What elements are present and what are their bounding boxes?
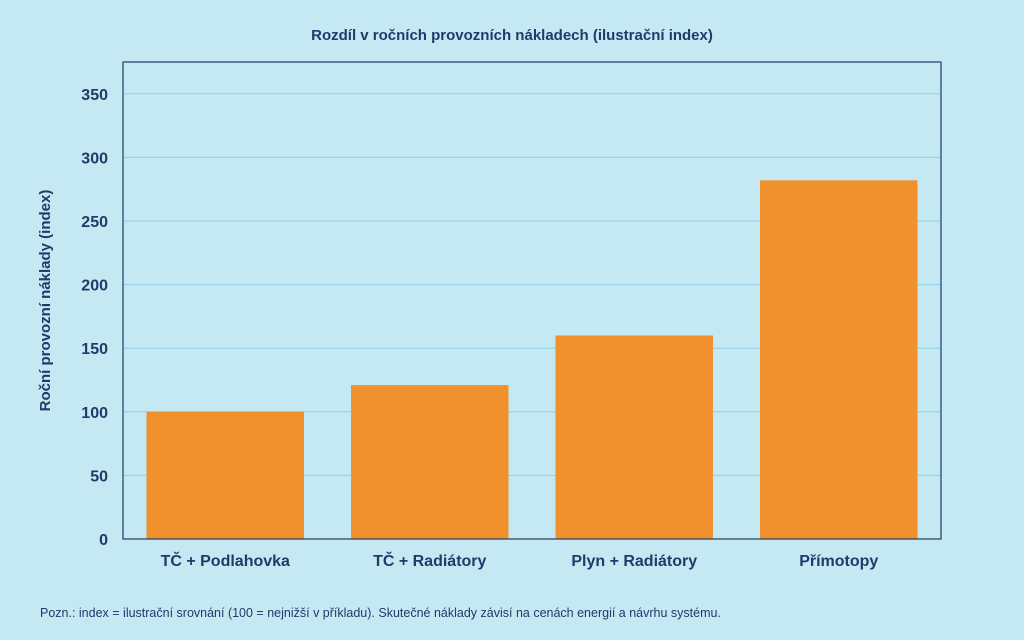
y-tick-label: 250 bbox=[81, 214, 108, 231]
x-tick-label: TČ + Podlahovka bbox=[161, 551, 290, 570]
y-tick-label: 100 bbox=[81, 405, 108, 422]
x-tick-label: Plyn + Radiátory bbox=[571, 553, 697, 570]
footnote: Pozn.: index = ilustrační srovnání (100 … bbox=[40, 606, 721, 620]
bar bbox=[351, 385, 509, 539]
chart-title: Rozdíl v ročních provozních nákladech (i… bbox=[311, 27, 713, 44]
x-tick-label: TČ + Radiátory bbox=[373, 551, 486, 570]
bar bbox=[146, 411, 304, 539]
x-axis-ticks: TČ + Podlahovka TČ + Radiátory Plyn + Radi… bbox=[161, 551, 879, 570]
y-tick-label: 350 bbox=[81, 87, 108, 104]
y-tick-label: 150 bbox=[81, 341, 108, 358]
plot-area-frame bbox=[122, 61, 942, 540]
bar bbox=[760, 180, 918, 539]
y-tick-label: 300 bbox=[81, 150, 108, 167]
bars bbox=[146, 180, 918, 539]
y-tick-label: 50 bbox=[90, 468, 108, 485]
x-tick-label: Přímotopy bbox=[799, 553, 878, 570]
y-axis-label: Roční provozní náklady (index) bbox=[37, 190, 54, 412]
y-tick-label: 200 bbox=[81, 278, 108, 295]
y-tick-label: 0 bbox=[99, 532, 108, 549]
y-axis-ticks: 0 50 100 150 200 250 300 350 bbox=[81, 87, 108, 549]
bar bbox=[555, 335, 713, 539]
